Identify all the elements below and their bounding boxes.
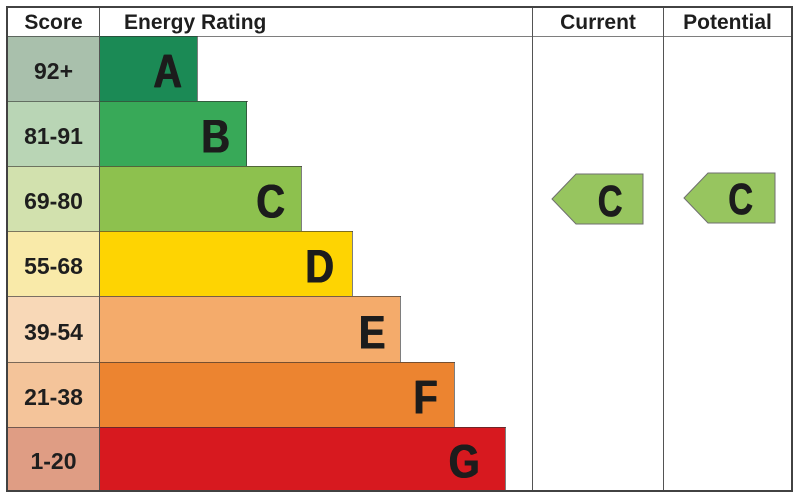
svg-text:C: C — [728, 175, 753, 224]
svg-text:C: C — [598, 176, 623, 224]
